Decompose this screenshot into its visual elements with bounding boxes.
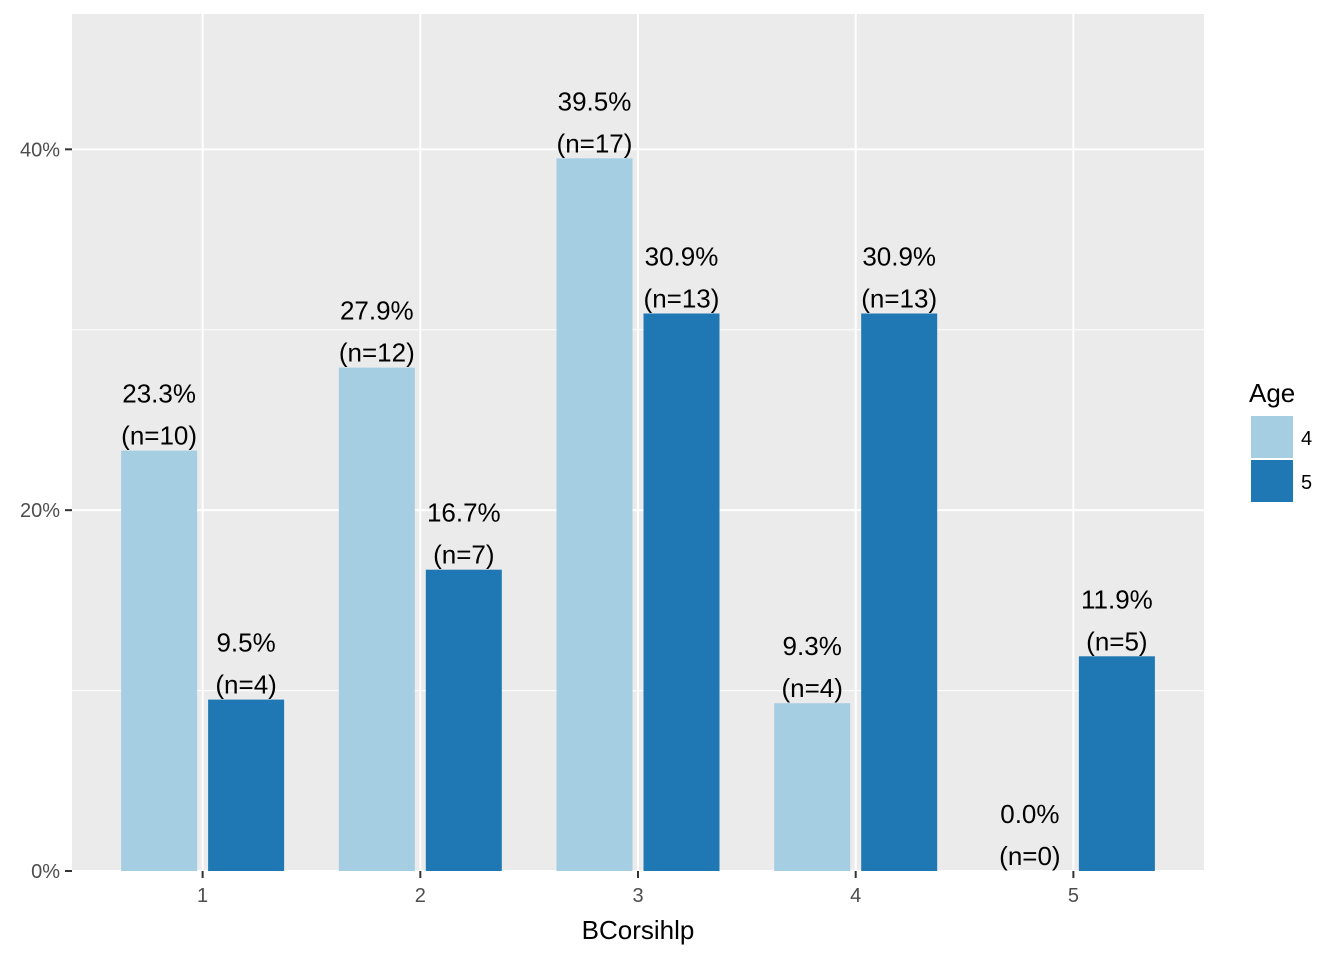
bar-series-4-cat-3 [556,158,633,871]
bar-count-label: (n=12) [339,338,415,368]
x-tick-label: 1 [197,885,208,907]
bar-count-label: (n=13) [861,283,937,313]
bar-percent-label: 16.7% [427,498,501,528]
bar-series-4-cat-4 [774,703,851,871]
bar-percent-label: 27.9% [340,296,414,326]
x-tick-label: 3 [632,885,643,907]
y-tick-label: 40% [20,139,60,161]
bar-series-4-cat-2 [338,367,415,871]
bar-percent-label: 30.9% [645,241,719,271]
bar-count-label: (n=4) [781,673,842,703]
bar-percent-label: 9.3% [783,631,842,661]
bar-count-label: (n=5) [1086,626,1147,656]
legend-key-swatch [1251,460,1293,502]
bar-percent-label: 9.5% [216,628,275,658]
bar-series-4-cat-1 [121,450,198,871]
legend-label: 5 [1301,472,1312,494]
x-axis-title: BCorsihlp [582,915,695,945]
bar-series-5-cat-3 [643,313,720,871]
x-tick-label: 5 [1068,885,1079,907]
bar-series-5-cat-4 [861,313,938,871]
bar-count-label: (n=0) [999,841,1060,871]
bar-series-5-cat-1 [208,699,285,871]
bar-labels: 23.3% (n=10) 27.9% (n=12) 39.5% (n=17) 9.3% (n=… [121,86,1153,871]
y-tick-label: 0% [31,861,60,883]
x-tick-label: 2 [415,885,426,907]
bar-count-label: (n=17) [557,128,633,158]
legend-title: Age [1249,378,1295,408]
bar-count-label: (n=7) [433,540,494,570]
bars [121,158,1155,871]
x-tick-label: 4 [850,885,861,907]
bar-percent-label: 11.9% [1081,584,1153,614]
legend-label: 4 [1301,428,1312,450]
axes: 0% 20% 40% 1 2 3 4 5 [20,139,1079,907]
bar-series-5-cat-5 [1078,656,1155,871]
bar-count-label: (n=10) [121,421,197,451]
bar-percent-label: 23.3% [122,379,196,409]
bar-count-label: (n=4) [215,670,276,700]
legend: Age 4 5 [1249,378,1312,502]
bar-percent-label: 0.0% [1000,799,1059,829]
bar-series-5-cat-2 [425,569,502,871]
bar-count-label: (n=13) [644,283,720,313]
y-tick-label: 20% [20,500,60,522]
legend-key-swatch [1251,416,1293,458]
bar-percent-label: 30.9% [862,241,936,271]
bar-percent-label: 39.5% [558,86,632,116]
